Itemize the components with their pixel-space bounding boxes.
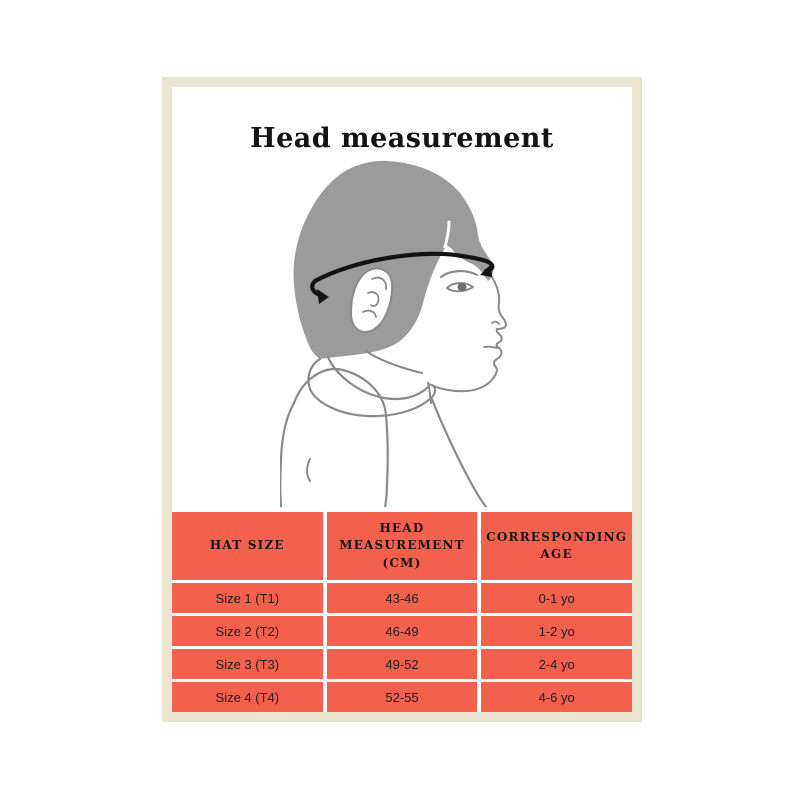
collar-inner-line (326, 355, 429, 401)
hair-shape (293, 160, 493, 359)
size-chart-card: Head measurement (162, 77, 642, 722)
header-line: (CM) (382, 555, 422, 570)
band-arrowhead-left (316, 289, 329, 304)
arm-outer-line (279, 401, 295, 507)
eyebrow-line (439, 270, 478, 279)
collar-outer-line (306, 357, 436, 418)
mouth-corner-line (482, 345, 499, 349)
band-arrowhead-right (479, 264, 492, 277)
ear-inner-helix (370, 276, 387, 290)
hair-part-line (443, 220, 450, 249)
jaw-to-collar-line (426, 382, 432, 404)
cell-corresponding-age: 4-6 yo (481, 682, 632, 712)
chest-line (430, 397, 488, 507)
neck-crease-line (364, 350, 423, 374)
cell-corresponding-age: 0-1 yo (481, 583, 632, 613)
header-line: AGE (540, 547, 573, 561)
arm-fold-line (305, 458, 311, 482)
cell-corresponding-age: 1-2 yo (481, 616, 632, 646)
cell-corresponding-age: 2-4 yo (481, 649, 632, 679)
ear-outline (349, 267, 393, 333)
column-header-corresponding-age: CORRESPONDING AGE (481, 512, 632, 580)
cell-hat-size: Size 2 (T2) (172, 616, 323, 646)
cell-hat-size: Size 3 (T3) (172, 649, 323, 679)
header-line: HEAD (379, 520, 425, 535)
head-measurement-illustration (279, 160, 507, 507)
cell-head-measurement: 46-49 (326, 616, 478, 646)
chart-title: Head measurement (250, 123, 554, 154)
ear-lobe-line (361, 309, 377, 318)
column-header-head-measurement: HEAD MEASUREMENT (CM) (326, 512, 478, 580)
ear-inner-curve (366, 291, 379, 307)
hat-size-table: HAT SIZE HEAD MEASUREMENT (CM) CORRESPON… (172, 512, 632, 712)
header-line: CORRESPONDING (486, 529, 628, 544)
header-line: HAT SIZE (209, 538, 285, 553)
cell-head-measurement: 49-52 (326, 649, 478, 679)
face-profile-line (427, 273, 507, 393)
header-line: MEASUREMENT (339, 538, 465, 553)
column-header-hat-size: HAT SIZE (172, 512, 323, 580)
cell-hat-size: Size 4 (T4) (172, 682, 323, 712)
armhole-line (383, 413, 389, 507)
cell-head-measurement: 52-55 (326, 682, 478, 712)
nostril-line (490, 320, 500, 325)
cell-hat-size: Size 1 (T1) (172, 583, 323, 613)
shoulder-arc-line (292, 367, 387, 417)
cell-head-measurement: 43-46 (326, 583, 478, 613)
eye-pupil (457, 283, 466, 291)
